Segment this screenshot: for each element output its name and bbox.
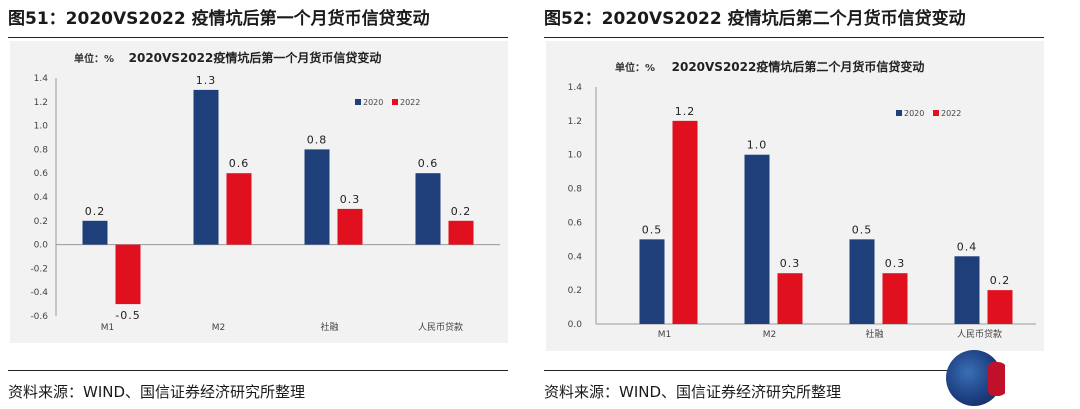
y-tick-label: 1.2 (568, 117, 582, 127)
data-label: 0.3 (885, 257, 906, 270)
data-label: 0.3 (780, 257, 801, 270)
bar-2020-3 (415, 173, 441, 245)
y-tick-label: 0.0 (34, 241, 49, 251)
y-tick-label: 0.8 (34, 145, 49, 155)
bar-2022-2 (337, 208, 363, 245)
legend-label: 2022 (400, 98, 420, 107)
data-label: 0.5 (642, 223, 663, 236)
data-label: 0.2 (990, 274, 1011, 287)
data-label: 1.3 (196, 74, 217, 87)
category-label: M1 (658, 330, 672, 340)
figure-title: 图52：2020VS2022 疫情坑后第二个月货币信贷变动 (544, 9, 966, 29)
legend-swatch-2022 (392, 99, 398, 105)
y-tick-label: -0.4 (30, 288, 48, 298)
data-label: -0.5 (115, 309, 140, 322)
y-tick-label: 0.2 (568, 286, 582, 296)
category-label: M2 (212, 323, 226, 333)
bar-2022-2 (882, 273, 908, 324)
y-tick-label: 1.4 (568, 83, 583, 93)
bar-2022-3 (987, 290, 1013, 324)
y-tick-label: 0.4 (34, 193, 49, 203)
data-label: 1.0 (747, 139, 768, 152)
legend-label: 2022 (941, 109, 961, 118)
category-label: M2 (763, 330, 777, 340)
title-divider (8, 37, 508, 38)
category-label: 人民币贷款 (418, 321, 463, 333)
logo-mask (1005, 355, 1080, 409)
legend-label: 2020 (904, 109, 924, 118)
y-tick-label: 1.2 (34, 98, 48, 108)
y-tick-label: 0.4 (568, 252, 583, 262)
data-label: 0.6 (418, 157, 439, 170)
figure-title: 图51：2020VS2022 疫情坑后第一个月货币信贷变动 (8, 9, 430, 29)
logo-accent-icon (988, 362, 1008, 396)
category-label: M1 (101, 323, 115, 333)
legend-swatch-2020 (896, 110, 902, 116)
bar-2022-1 (777, 273, 803, 324)
title-divider (544, 37, 1044, 38)
chart-title: 2020VS2022疫情坑后第一个月货币信贷变动 (129, 50, 382, 65)
bar-2020-3 (954, 256, 980, 324)
bar-2022-1 (226, 173, 252, 245)
category-label: 社融 (865, 328, 883, 340)
bar-2020-2 (849, 239, 875, 324)
y-tick-label: 0.6 (34, 169, 49, 179)
category-label: 社融 (320, 321, 338, 333)
bar-2022-0 (672, 120, 698, 324)
chart-title: 2020VS2022疫情坑后第二个月货币信贷变动 (672, 59, 925, 74)
data-label: 0.5 (852, 223, 873, 236)
bar-2020-0 (639, 239, 665, 324)
bar-2022-3 (448, 220, 474, 245)
source-note: 资料来源：WIND、国信证券经济研究所整理 (544, 383, 842, 401)
data-label: 0.2 (85, 205, 106, 218)
data-label: 1.2 (675, 105, 696, 118)
y-tick-label: 0.0 (568, 320, 583, 330)
bar-2020-2 (304, 149, 330, 245)
legend-label: 2020 (363, 98, 383, 107)
data-label: 0.3 (340, 193, 361, 206)
source-divider (8, 370, 508, 371)
y-tick-label: -0.6 (30, 312, 48, 322)
figure-51-panel: 图51：2020VS2022 疫情坑后第一个月货币信贷变动 单位：% 2020VS… (0, 0, 512, 409)
bar-2020-1 (744, 154, 770, 324)
y-tick-label: 1.0 (568, 151, 583, 161)
source-note: 资料来源：WIND、国信证券经济研究所整理 (8, 383, 306, 401)
category-label: 人民币贷款 (957, 328, 1002, 340)
data-label: 0.4 (957, 240, 978, 253)
bar-chart-second-month: 单位：% 2020VS2022疫情坑后第二个月货币信贷变动 1.4 1.2 1.0 0.8… (568, 59, 1036, 340)
unit-label: 单位：% (615, 61, 655, 74)
bar-chart-first-month: 单位：% 2020VS2022疫情坑后第一个月货币信贷变动 1.4 1.2 1.0 0.8… (30, 50, 500, 333)
bar-2020-0 (82, 220, 108, 245)
bar-2022-0 (115, 244, 141, 305)
unit-label: 单位：% (74, 52, 114, 65)
y-tick-label: 0.6 (568, 218, 583, 228)
y-tick-label: 0.8 (568, 185, 583, 195)
legend-swatch-2022 (933, 110, 939, 116)
data-label: 0.6 (229, 157, 250, 170)
data-label: 0.2 (451, 205, 472, 218)
y-tick-label: -0.2 (30, 264, 48, 274)
source-divider (544, 370, 1044, 371)
bar-2020-1 (193, 89, 219, 245)
y-tick-label: 0.2 (34, 217, 48, 227)
data-label: 0.8 (307, 133, 328, 146)
legend-swatch-2020 (355, 99, 361, 105)
y-tick-label: 1.0 (34, 122, 49, 132)
y-tick-label: 1.4 (34, 74, 49, 84)
figure-52-panel: 图52：2020VS2022 疫情坑后第二个月货币信贷变动 单位：% 2020VS… (536, 0, 1048, 409)
